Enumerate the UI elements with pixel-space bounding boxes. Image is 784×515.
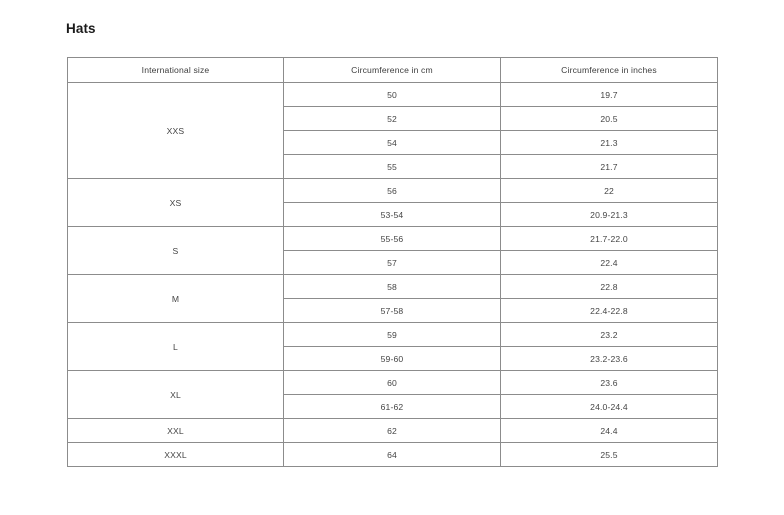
circumference-cm-cell: 58 [283, 274, 501, 299]
circumference-cm-cell: 50 [283, 82, 501, 107]
size-group-cell: XS [67, 178, 284, 227]
circumference-cm-cell: 54 [283, 130, 501, 155]
table-row: 57-58 22.4-22.8 [68, 298, 718, 323]
size-group-cell: L [67, 322, 284, 371]
table-body: XXS 50 19.7 52 20.5 54 21.3 55 21.7 XS 56 22 53-54 20… [67, 82, 718, 467]
circumference-inches-cell: 20.9-21.3 [500, 202, 718, 227]
circumference-cm-cell: 60 [283, 370, 501, 395]
table-row: 57 22.4 [68, 250, 718, 275]
circumference-inches-cell: 21.7 [500, 154, 718, 179]
table-row: S 55-56 21.7-22.0 [67, 226, 718, 275]
column-header-international-size: International size [67, 57, 284, 83]
circumference-inches-cell: 22.4 [500, 250, 718, 275]
circumference-cm-cell: 53-54 [283, 202, 501, 227]
circumference-cm-cell: 64 [283, 442, 501, 467]
table-row: XS 56 22 [67, 178, 718, 227]
circumference-cm-cell: 57-58 [283, 298, 501, 323]
table-row: XXS 50 19.7 [67, 82, 718, 179]
circumference-inches-cell: 24.4 [500, 418, 718, 443]
circumference-inches-cell: 19.7 [500, 82, 718, 107]
size-group-cell: XL [67, 370, 284, 419]
circumference-inches-cell: 23.2 [500, 322, 718, 347]
table-row: XXL 62 24.4 [67, 418, 718, 443]
circumference-inches-cell: 23.6 [500, 370, 718, 395]
table-header-row: International size Circumference in cm C… [67, 57, 718, 83]
table-row: 61-62 24.0-24.4 [68, 394, 718, 419]
circumference-cm-cell: 59 [283, 322, 501, 347]
column-header-circumference-inches: Circumference in inches [500, 57, 718, 83]
circumference-cm-cell: 59-60 [283, 346, 501, 371]
circumference-inches-cell: 24.0-24.4 [500, 394, 718, 419]
circumference-inches-cell: 25.5 [500, 442, 718, 467]
table-row: L 59 23.2 [67, 322, 718, 371]
size-group-cell: M [67, 274, 284, 323]
size-group-cell: XXL [67, 418, 284, 443]
circumference-cm-cell: 55 [283, 154, 501, 179]
table-header: International size Circumference in cm C… [67, 57, 718, 83]
circumference-cm-cell: 57 [283, 250, 501, 275]
circumference-cm-cell: 56 [283, 178, 501, 203]
table-row: 59-60 23.2-23.6 [68, 346, 718, 371]
circumference-cm-cell: 61-62 [283, 394, 501, 419]
circumference-inches-cell: 22.8 [500, 274, 718, 299]
table-row: 55 21.7 [68, 154, 718, 179]
circumference-inches-cell: 21.3 [500, 130, 718, 155]
circumference-inches-cell: 21.7-22.0 [500, 226, 718, 251]
size-chart-container: International size Circumference in cm C… [67, 57, 718, 467]
circumference-cm-cell: 62 [283, 418, 501, 443]
size-group-cell: XXS [67, 82, 284, 179]
circumference-cm-cell: 55-56 [283, 226, 501, 251]
size-group-cell: XXXL [67, 442, 284, 467]
size-chart-table: International size Circumference in cm C… [67, 57, 718, 467]
circumference-inches-cell: 20.5 [500, 106, 718, 131]
table-row: XXXL 64 25.5 [67, 442, 718, 467]
page-title: Hats [66, 21, 96, 36]
circumference-inches-cell: 23.2-23.6 [500, 346, 718, 371]
table-row: XL 60 23.6 [67, 370, 718, 419]
table-row: M 58 22.8 [67, 274, 718, 323]
circumference-cm-cell: 52 [283, 106, 501, 131]
size-group-cell: S [67, 226, 284, 275]
circumference-inches-cell: 22.4-22.8 [500, 298, 718, 323]
circumference-inches-cell: 22 [500, 178, 718, 203]
column-header-circumference-cm: Circumference in cm [283, 57, 501, 83]
